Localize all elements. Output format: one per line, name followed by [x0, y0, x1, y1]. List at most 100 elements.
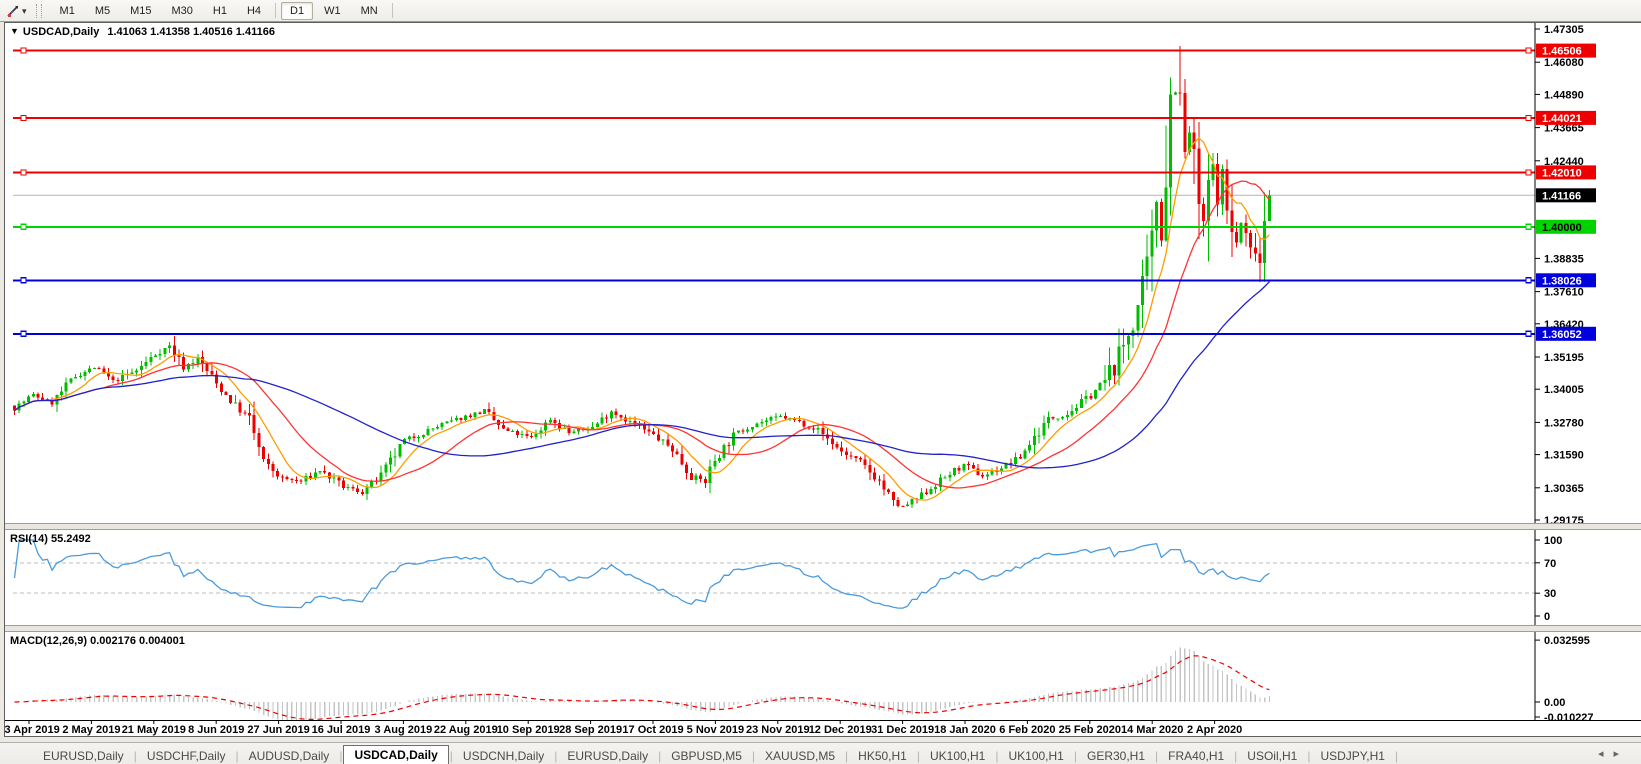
- chart-tabs: EURUSD,Daily | USDCHF,Daily | AUDUSD,Daily | U…: [34, 744, 1399, 764]
- chart-tab-usdchf-daily[interactable]: USDCHF,Daily: [146, 748, 226, 763]
- tab-separator: |: [1234, 748, 1238, 763]
- chart-tab-ger30-h1[interactable]: GER30,H1: [1086, 748, 1146, 763]
- date-label: 8 Jun 2019: [188, 724, 244, 736]
- tab-separator: |: [339, 748, 343, 763]
- chart-symbol-period: USDCAD,Daily: [22, 26, 100, 38]
- svg-text:1.42010: 1.42010: [1542, 167, 1582, 179]
- timeframe-button-w1[interactable]: W1: [324, 4, 341, 17]
- date-label: 31 Dec 2019: [871, 724, 934, 736]
- tab-separator: |: [1307, 748, 1311, 763]
- tab-separator: |: [554, 748, 558, 763]
- toolbar-separator: [391, 3, 393, 18]
- chart-tool-button[interactable]: ▾: [3, 4, 30, 18]
- price-tick: 1.34005: [1544, 384, 1584, 396]
- collapse-triangle-icon[interactable]: ▼: [10, 26, 19, 36]
- current-price-badge: 1.41166: [1536, 188, 1596, 203]
- chart-tab-audusd-daily[interactable]: AUDUSD,Daily: [248, 748, 330, 763]
- hline-1.46506[interactable]: [13, 47, 1535, 54]
- price-tick: 1.31590: [1544, 450, 1584, 462]
- svg-text:1.38026: 1.38026: [1542, 275, 1582, 287]
- price-tick: 1.38835: [1544, 253, 1584, 265]
- timeframe-button-mn[interactable]: MN: [360, 4, 378, 17]
- tab-separator: |: [658, 748, 662, 763]
- hline-1.44021[interactable]: [13, 114, 1535, 122]
- price-tick: 1.43665: [1544, 123, 1584, 135]
- macd-tick: -0.010227: [1544, 712, 1594, 720]
- chart-window: ▼ USDCAD,Daily 1.41063 1.41358 1.40516 1.4…: [4, 22, 1641, 737]
- chart-tab-usdcad-daily[interactable]: USDCAD,Daily: [343, 744, 449, 764]
- chart-tab-fra40-h1[interactable]: FRA40,H1: [1168, 748, 1225, 763]
- macd-tick: 0.032595: [1544, 635, 1590, 647]
- main-chart-canvas[interactable]: 1.47305 1.46080 1.44890 1.43665 1.42440 1.388…: [5, 23, 1641, 523]
- macd-label: MACD(12,26,9) 0.002176 0.004001: [10, 635, 185, 647]
- chart-cursor-icon: [7, 5, 18, 17]
- timeframe-button-m1[interactable]: M1: [59, 4, 75, 17]
- timeframe-button-m5[interactable]: M5: [94, 4, 111, 17]
- tab-scroll-left-icon[interactable]: ◂: [1597, 748, 1614, 760]
- date-label: 28 Sep 2019: [559, 724, 622, 736]
- tab-separator: |: [1394, 748, 1399, 763]
- chart-tab-usdjpy-h1[interactable]: USDJPY,H1: [1320, 748, 1385, 763]
- date-label: 18 Jan 2020: [934, 724, 996, 736]
- chart-title[interactable]: ▼ USDCAD,Daily 1.41063 1.41358 1.40516 1.4…: [10, 26, 275, 38]
- main-price-panel: ▼ USDCAD,Daily 1.41063 1.41358 1.40516 1.4…: [5, 23, 1641, 523]
- date-label: 14 Mar 2020: [1121, 724, 1183, 736]
- tab-scroll-arrows: ◂▸: [1598, 747, 1629, 760]
- date-label: 10 Sep 2019: [497, 724, 560, 736]
- date-label: 13 Apr 2019: [5, 724, 60, 736]
- tab-separator: |: [133, 748, 137, 763]
- macd-canvas[interactable]: 0.032595 0.00 -0.010227: [5, 632, 1641, 720]
- hline-1.42010[interactable]: [13, 169, 1535, 176]
- price-badge-1.36052: 1.36052: [1536, 326, 1596, 341]
- hline-1.38026[interactable]: [13, 277, 1535, 284]
- chart-tab-gbpusd-m5[interactable]: GBPUSD,M5: [671, 748, 742, 763]
- chart-tab-usoil-h1[interactable]: USOil,H1: [1247, 748, 1298, 763]
- moving-average-50[interactable]: [14, 281, 1270, 469]
- hline-1.40000[interactable]: [13, 223, 1535, 230]
- moving-average-20[interactable]: [14, 180, 1270, 489]
- date-label: 16 Jul 2019: [312, 724, 371, 736]
- timeframe-toolbar: ▾ M1 M5 M15 M30 H1 H4 D1 W1 MN: [0, 0, 1641, 22]
- price-badge-1.44021: 1.44021: [1536, 110, 1596, 125]
- timeframe-button-m30[interactable]: M30: [171, 4, 193, 17]
- timeframe-button-h4[interactable]: H4: [246, 4, 262, 17]
- price-tick: 1.47305: [1544, 24, 1584, 36]
- tab-separator: |: [845, 748, 849, 763]
- chart-tab-usdcnh-daily[interactable]: USDCNH,Daily: [462, 748, 545, 763]
- hline-1.36052[interactable]: [13, 330, 1535, 337]
- price-tick: 1.35195: [1544, 352, 1584, 364]
- panel-splitter[interactable]: [5, 523, 1641, 530]
- price-tick: 1.32780: [1544, 417, 1584, 429]
- toolbar-grip[interactable]: [35, 3, 42, 18]
- rsi-line: [13, 539, 1270, 609]
- macd-tick: 0.00: [1544, 697, 1565, 709]
- tab-scroll-right-icon[interactable]: ▸: [1613, 748, 1629, 760]
- price-tick: 1.46080: [1544, 57, 1584, 69]
- timeframe-button-d1[interactable]: D1: [281, 1, 314, 20]
- tab-separator: |: [449, 748, 453, 763]
- price-tick: 1.44890: [1544, 89, 1584, 101]
- chart-tab-eurusd-daily[interactable]: EURUSD,Daily: [43, 748, 124, 763]
- moving-average-8[interactable]: [14, 137, 1270, 501]
- chart-tab-uk100-h1[interactable]: UK100,H1: [929, 748, 986, 763]
- chart-tab-hk50-h1[interactable]: HK50,H1: [858, 748, 907, 763]
- price-badge-1.42010: 1.42010: [1536, 165, 1596, 180]
- timeframe-button-m15[interactable]: M15: [130, 4, 152, 17]
- price-tick: 1.30365: [1544, 483, 1584, 495]
- rsi-canvas[interactable]: 100 70 30 0: [5, 530, 1641, 625]
- date-label: 6 Feb 2020: [999, 724, 1055, 736]
- date-label: 3 Aug 2019: [375, 724, 433, 736]
- date-label: 17 Oct 2019: [622, 724, 683, 736]
- macd-signal-line: [14, 655, 1270, 720]
- price-tick: 1.29175: [1544, 515, 1584, 523]
- chart-tab-xauusd-m5[interactable]: XAUUSD,M5: [765, 748, 836, 763]
- chart-tab-eurusd-daily[interactable]: EURUSD,Daily: [567, 748, 649, 763]
- chevron-down-icon[interactable]: ▾: [22, 5, 27, 16]
- chart-tab-uk100-h1[interactable]: UK100,H1: [1008, 748, 1064, 763]
- rsi-tick: 0: [1544, 611, 1550, 623]
- panel-splitter[interactable]: [5, 625, 1641, 632]
- rsi-tick: 30: [1544, 588, 1556, 600]
- svg-text:1.36052: 1.36052: [1542, 329, 1582, 341]
- timeframe-button-h1[interactable]: H1: [212, 4, 227, 17]
